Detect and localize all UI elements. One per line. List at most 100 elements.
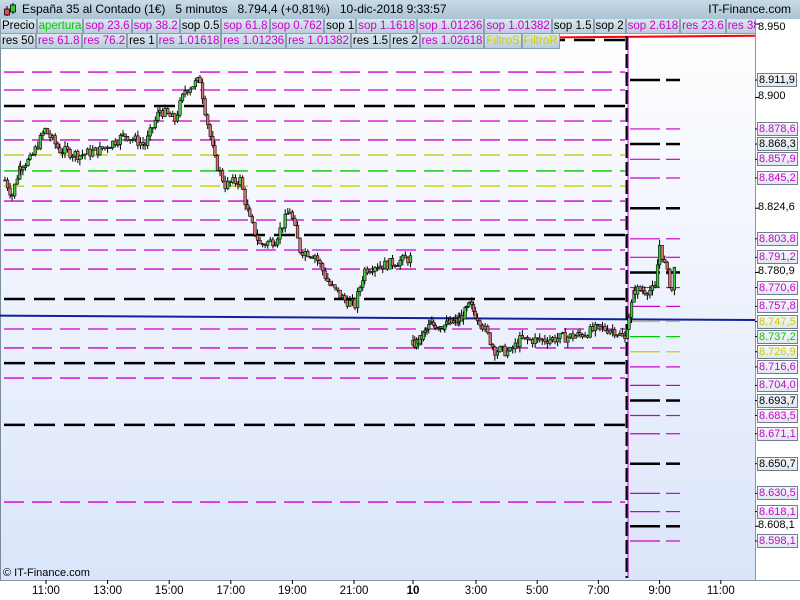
candle-body [33,146,37,155]
legend-item[interactable]: Precio [0,19,37,34]
candle-body [315,255,320,261]
candle-body [540,338,544,341]
candle-body [290,211,295,219]
candle-body [51,135,55,139]
time-label: 3:00 [464,585,488,597]
legend-item[interactable]: FiltroS [484,34,522,49]
candle-body [627,317,631,330]
candle-body [432,321,436,326]
candle-body [470,301,474,305]
candle-body [128,139,132,141]
candle-body [348,300,352,307]
candle-body [463,307,467,320]
legend-item[interactable]: res 1.01618 [156,34,222,49]
candle-body [471,304,476,312]
candle-body [603,326,607,331]
candle-body [193,80,197,87]
candle-body [378,265,382,268]
candle-body [241,177,245,190]
candle-body [615,334,619,337]
candle-body [511,347,515,350]
candle-body [493,346,497,356]
candle-body [657,245,662,266]
legend-item[interactable]: res 1.01236 [221,34,287,49]
legend-item[interactable]: res 1.02618 [419,34,485,49]
candle-body [508,347,512,352]
legend-item[interactable]: sop 38.2 [131,19,180,34]
legend-item[interactable]: res 1 [127,34,157,49]
legend-item[interactable]: sop 1.01236 [417,19,485,34]
candle-body [545,341,549,344]
price-label: 8.726,9 [757,344,798,359]
candle-body [528,338,532,341]
candle-body [608,330,612,334]
price-label: 8.598,1 [757,533,798,548]
legend-item[interactable]: res 1.01382 [286,34,351,49]
candle-body [98,146,102,156]
price-label: 8.911,9 [757,73,797,87]
candle-body [158,110,162,113]
candle-body [408,255,413,264]
candle-body [223,180,227,189]
legend-item[interactable]: sop 1.1618 [356,19,418,34]
price-label: 8.737,2 [757,329,798,344]
candle-body [443,324,447,330]
legend-item[interactable]: sop 23.6 [83,19,132,34]
price-label: 8.650,7 [757,456,798,471]
candle-body [106,146,110,149]
legend-row-1: Precio apertura sop 23.6 sop 38.2 sop 0.5 sop… [0,19,755,34]
legend-item[interactable]: res 23.6 [680,19,726,34]
legend-item[interactable]: sop 2 [593,19,626,34]
candle-body [591,326,595,332]
price-label: 8.857,9 [757,152,798,167]
legend-item[interactable]: sop 61.8 [221,19,270,34]
time-axis [0,580,800,600]
candle-body [650,285,655,291]
candle-body [261,243,265,246]
candle-body [275,238,280,246]
legend-item[interactable]: res 61.8 [35,34,82,49]
legend-item[interactable]: sop 1.5 [551,19,594,34]
candle-body [672,266,676,291]
candle-body [213,145,217,156]
candle-body [593,324,597,332]
candle-body [258,240,262,245]
candle-body [555,338,560,343]
candle-body [5,179,10,189]
legend-item[interactable]: apertura [36,19,84,34]
legend-item[interactable]: res 2 [390,34,420,49]
legend-item[interactable]: res 76.2 [81,34,128,49]
candle-body [3,179,7,182]
legend-item[interactable]: sop 2.618 [625,19,681,34]
price-label: 8.671,1 [757,426,798,441]
price-label: 8.757,8 [757,299,798,314]
legend-item[interactable]: sop 0.5 [179,19,222,34]
legend-item[interactable]: sop 0.762 [269,19,325,34]
candle-body [427,324,431,330]
legend-item[interactable]: res 50 [0,34,36,49]
time-label: 5:00 [525,585,549,597]
candle-body [580,334,585,338]
candle-body [198,76,202,84]
price-label: 8.630,5 [757,486,798,501]
candle-body [143,144,147,147]
legend-item[interactable]: res 1.5 [350,34,391,49]
candle-body [131,139,135,141]
candle-body [665,261,669,270]
legend-item[interactable]: FiltroR [521,34,560,49]
candle-body [250,215,254,223]
candle-body [191,86,195,90]
candle-body [368,271,372,274]
candle-body [200,82,205,100]
candle-body [100,146,105,149]
legend-item[interactable]: sop 1 [324,19,357,34]
candle-body [295,225,300,239]
legend-item[interactable]: res 38.2 [725,19,755,34]
candle-body [111,140,115,148]
price-label: 8.845,2 [757,170,798,185]
candle-body [396,265,400,267]
legend-item[interactable]: sop 1.01382 [484,19,552,34]
price-label: 8.878,6 [757,121,798,136]
candle-body [255,234,260,241]
candle-body [186,90,190,93]
